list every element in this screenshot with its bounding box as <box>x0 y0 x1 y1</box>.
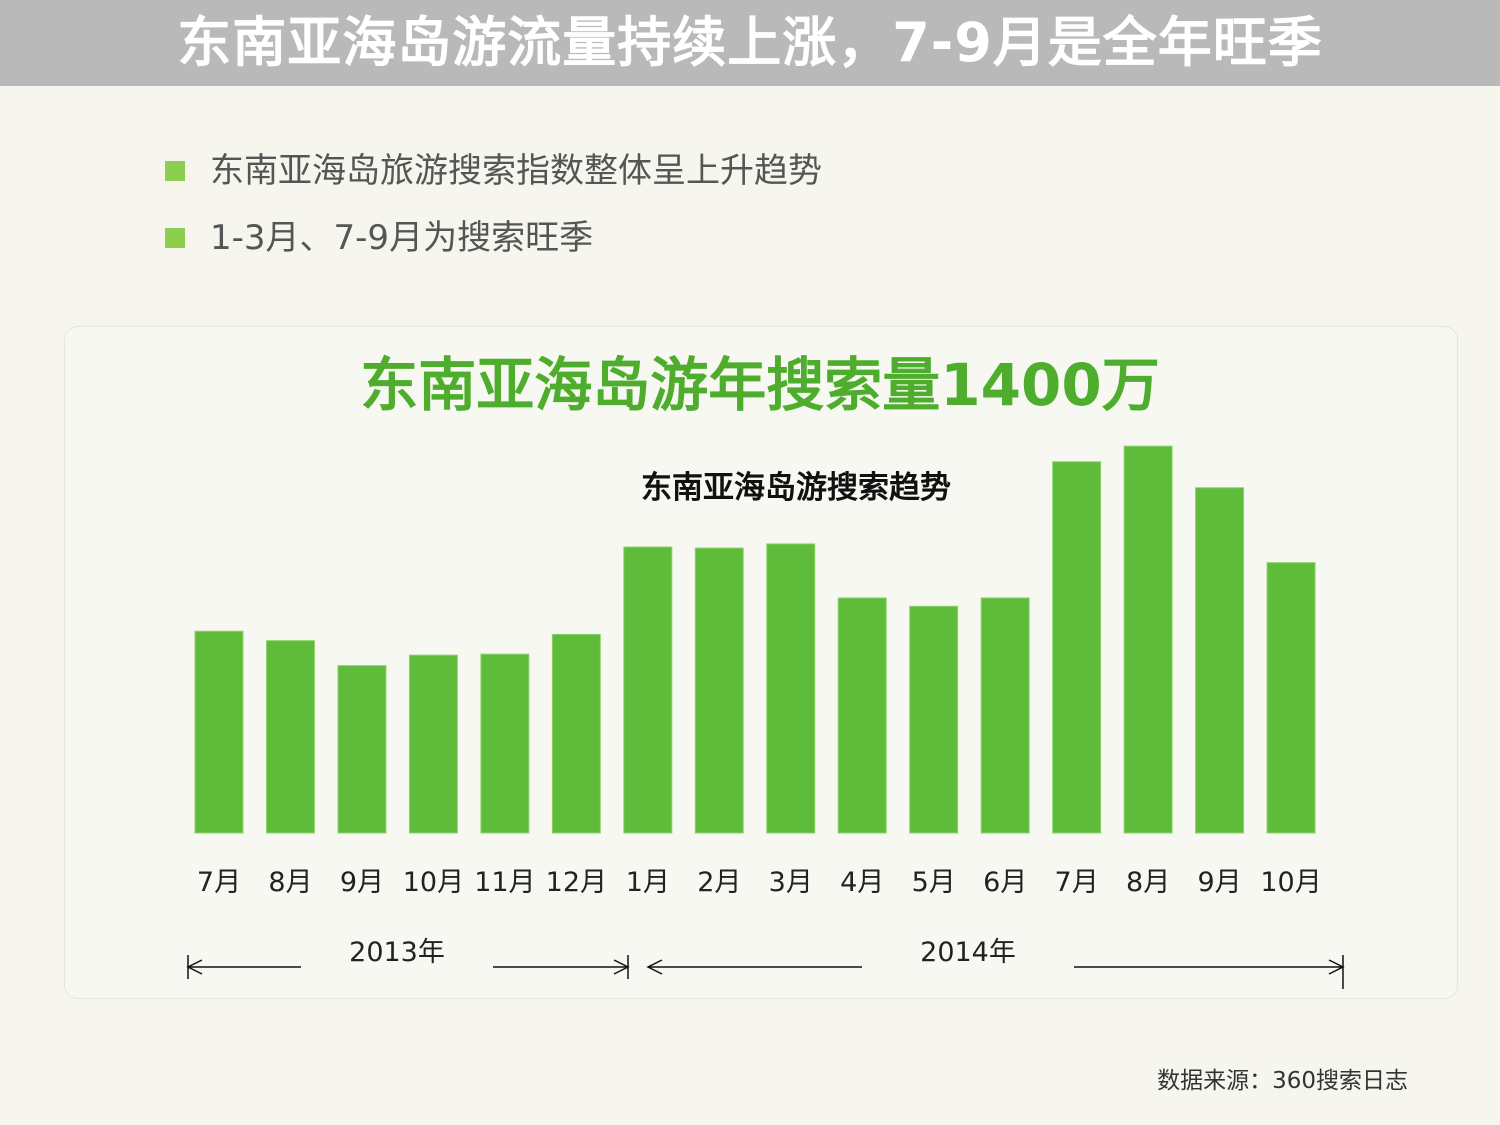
bullet-text: 1-3月、7-9月为搜索旺季 <box>210 218 594 258</box>
x-tick-label: 9月 <box>1197 867 1241 898</box>
bar <box>480 653 530 834</box>
chart-title: 东南亚海岛游搜索趋势 <box>641 470 951 506</box>
x-tick-label: 8月 <box>268 867 312 898</box>
source-note: 数据来源：360搜索日志 <box>1157 1068 1408 1094</box>
bar <box>694 547 744 834</box>
bar <box>265 640 315 834</box>
x-tick-label: 4月 <box>840 867 884 898</box>
year-label: 2013年 <box>349 937 445 968</box>
bar <box>1266 562 1316 834</box>
bullet-square-icon <box>165 161 185 181</box>
x-tick-label: 2月 <box>697 867 741 898</box>
x-tick-label: 5月 <box>912 867 956 898</box>
bar <box>766 543 816 834</box>
bullet-item: 1-3月、7-9月为搜索旺季 <box>165 213 822 263</box>
bar <box>1052 461 1102 834</box>
x-tick-label: 1月 <box>626 867 670 898</box>
bar <box>337 665 387 834</box>
title-bar <box>0 0 1500 86</box>
x-tick-label: 7月 <box>1055 867 1099 898</box>
year-label: 2014年 <box>920 937 1016 968</box>
x-tick-label: 10月 <box>1260 867 1321 898</box>
x-tick-label: 7月 <box>197 867 241 898</box>
x-tick-label: 6月 <box>983 867 1027 898</box>
bullet-text: 东南亚海岛旅游搜索指数整体呈上升趋势 <box>210 151 822 191</box>
bullet-item: 东南亚海岛旅游搜索指数整体呈上升趋势 <box>165 146 822 196</box>
arrow-left-icon <box>646 959 663 975</box>
page-title: 东南亚海岛游流量持续上涨，7-9月是全年旺季 <box>177 11 1323 74</box>
bar <box>1195 487 1245 834</box>
x-tick-label: 12月 <box>546 867 607 898</box>
headline: 东南亚海岛游年搜索量1400万 <box>360 351 1160 419</box>
bar <box>1123 445 1173 834</box>
bar <box>909 605 959 834</box>
x-tick-label: 11月 <box>474 867 535 898</box>
x-tick-label: 3月 <box>769 867 813 898</box>
bar <box>408 654 458 834</box>
x-tick-label: 10月 <box>403 867 464 898</box>
bar <box>194 630 244 834</box>
bullet-square-icon <box>165 228 185 248</box>
bar <box>623 546 673 834</box>
x-tick-label: 8月 <box>1126 867 1170 898</box>
bar <box>980 597 1030 834</box>
bullet-list: 东南亚海岛旅游搜索指数整体呈上升趋势 1-3月、7-9月为搜索旺季 <box>165 146 822 280</box>
bar <box>551 633 601 834</box>
x-tick-label: 9月 <box>340 867 384 898</box>
bar <box>837 597 887 834</box>
